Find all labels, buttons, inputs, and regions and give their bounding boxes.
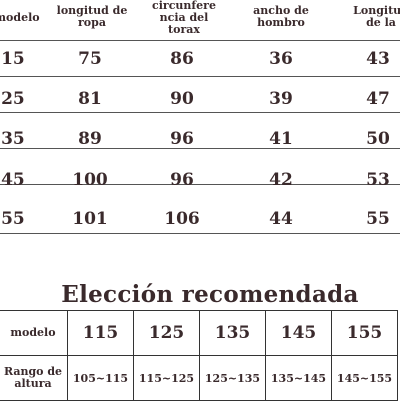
- recommendation-table: modelo 115 125 135 145 155 Rango de altu…: [0, 310, 399, 401]
- cell-hombro: 41: [269, 129, 293, 149]
- cell-modelo: 115: [0, 49, 25, 69]
- cell-largo: 43: [366, 49, 390, 69]
- header-line: ancho de: [253, 4, 309, 17]
- cell-torax: 96: [170, 129, 194, 149]
- cell-torax: 90: [170, 89, 194, 109]
- header-circunferencia-del-torax: circunfere ncia del torax: [140, 0, 228, 36]
- model-115: 115: [66, 310, 134, 356]
- range-155: 145~155: [330, 355, 399, 401]
- height-label-line: altura: [14, 377, 52, 390]
- table-divider: [0, 76, 400, 77]
- cell-longitud: 81: [78, 89, 102, 109]
- height-label: Rango de altura: [0, 355, 68, 401]
- range-125: 115~125: [132, 355, 200, 401]
- recommendation-title: Elección recomendada: [61, 281, 359, 308]
- model-label-text: modelo: [10, 326, 56, 339]
- table-divider: [0, 233, 400, 234]
- model-label: modelo: [0, 310, 68, 356]
- header-ancho-de-hombro: ancho de hombro: [246, 5, 316, 29]
- cell-longitud: 89: [78, 129, 102, 149]
- header-line: de la: [366, 16, 396, 29]
- cell-longitud: 75: [78, 49, 102, 69]
- header-line: hombro: [257, 16, 305, 29]
- header-modelo: modelo: [0, 12, 42, 24]
- table-divider: [0, 40, 400, 41]
- cell-hombro: 42: [269, 170, 293, 190]
- model-145: 145: [264, 310, 332, 356]
- model-135: 135: [198, 310, 266, 356]
- cell-torax: 96: [170, 170, 194, 190]
- table-divider: [0, 112, 400, 113]
- cell-largo: 50: [366, 129, 390, 149]
- cell-largo: 47: [366, 89, 390, 109]
- cell-largo: 53: [366, 170, 390, 190]
- cell-modelo: 135: [0, 129, 25, 149]
- table-divider: [0, 184, 400, 185]
- table-row: Rango de altura 105~115 115~125 125~135 …: [0, 355, 399, 401]
- cell-hombro: 44: [269, 209, 293, 229]
- range-115: 105~115: [66, 355, 134, 401]
- cell-modelo: 155: [0, 209, 25, 229]
- cell-modelo: 145: [0, 170, 25, 190]
- header-line: modelo: [0, 11, 40, 24]
- header-longitud-de-ropa: longitud de ropa: [50, 5, 134, 29]
- cell-torax: 106: [164, 209, 200, 229]
- cell-hombro: 36: [269, 49, 293, 69]
- range-135: 125~135: [198, 355, 266, 401]
- header-line: ncia del: [159, 11, 209, 24]
- header-line: ropa: [78, 16, 106, 29]
- range-145: 135~145: [264, 355, 332, 401]
- header-line: longitud de: [56, 4, 128, 17]
- cell-longitud: 100: [72, 170, 108, 190]
- table-row: modelo 115 125 135 145 155: [0, 310, 399, 356]
- cell-largo: 55: [366, 209, 390, 229]
- cell-hombro: 39: [269, 89, 293, 109]
- model-125: 125: [132, 310, 200, 356]
- cell-torax: 86: [170, 49, 194, 69]
- cell-modelo: 125: [0, 89, 25, 109]
- table-divider: [0, 148, 400, 149]
- model-155: 155: [330, 310, 399, 356]
- header-line: circunfere: [152, 0, 216, 12]
- header-line: torax: [168, 23, 200, 36]
- cell-longitud: 101: [72, 209, 108, 229]
- height-label-line: Rango de: [3, 365, 63, 378]
